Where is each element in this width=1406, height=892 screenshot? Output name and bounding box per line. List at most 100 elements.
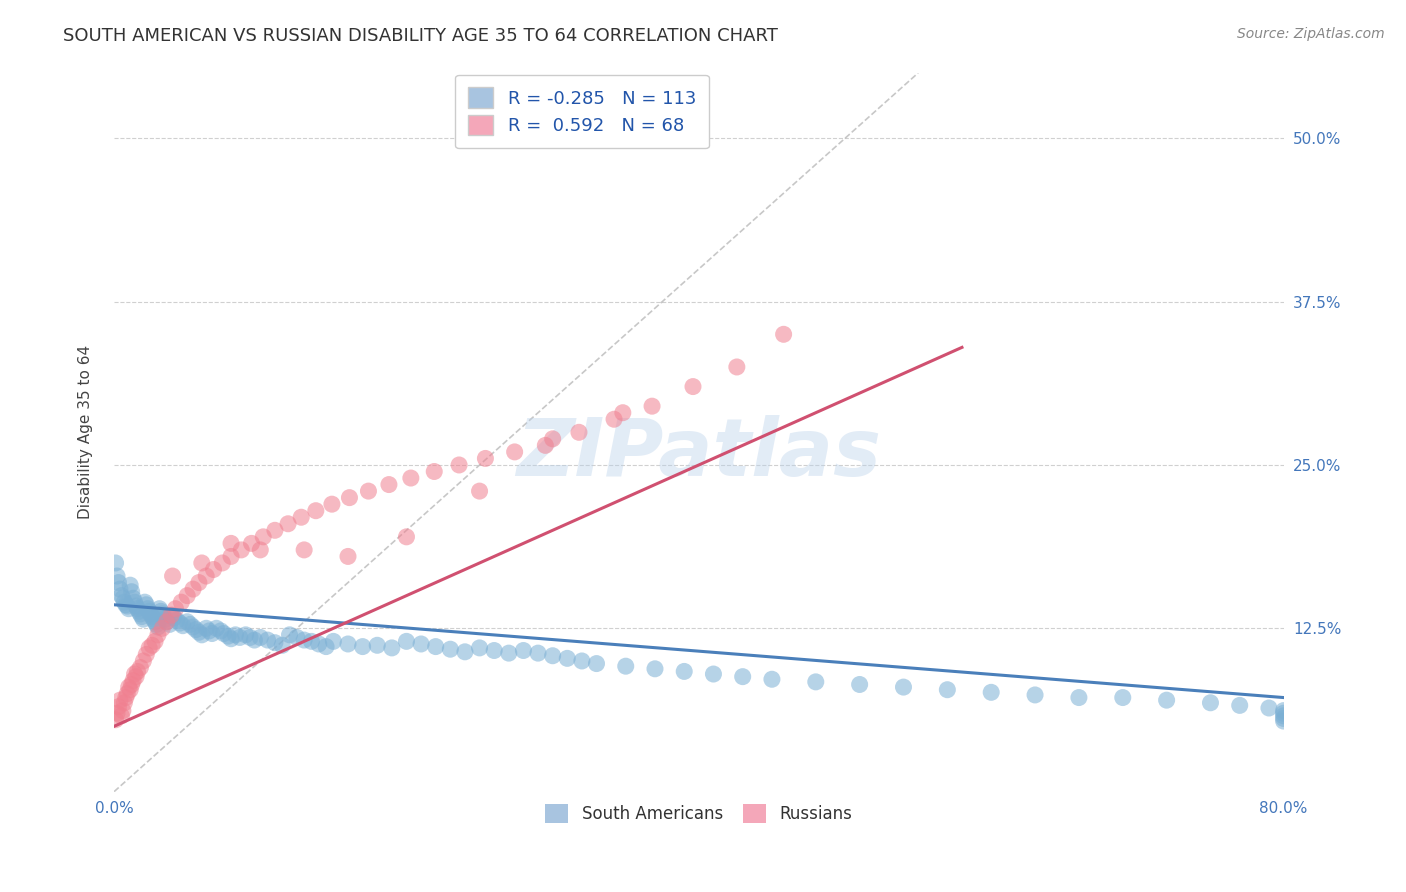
Point bbox=[108, 582, 131, 596]
Point bbox=[292, 633, 315, 648]
Text: SOUTH AMERICAN VS RUSSIAN DISABILITY AGE 35 TO 64 CORRELATION CHART: SOUTH AMERICAN VS RUSSIAN DISABILITY AGE… bbox=[63, 27, 778, 45]
Point bbox=[641, 399, 664, 413]
Point bbox=[132, 654, 155, 668]
Legend: South Americans, Russians: South Americans, Russians bbox=[538, 797, 859, 830]
Point bbox=[110, 589, 132, 603]
Point bbox=[308, 637, 330, 651]
Point bbox=[290, 510, 312, 524]
Point bbox=[772, 327, 794, 342]
Point bbox=[163, 611, 186, 625]
Point bbox=[503, 445, 526, 459]
Point bbox=[121, 584, 143, 599]
Point bbox=[1199, 696, 1222, 710]
Point bbox=[138, 640, 160, 655]
Point bbox=[120, 578, 142, 592]
Point bbox=[219, 632, 242, 646]
Point bbox=[231, 542, 253, 557]
Point bbox=[1229, 698, 1251, 713]
Point bbox=[122, 673, 145, 688]
Point bbox=[104, 556, 127, 570]
Point bbox=[527, 646, 550, 660]
Point bbox=[124, 595, 146, 609]
Point bbox=[212, 626, 235, 640]
Point bbox=[285, 631, 308, 645]
Point bbox=[127, 601, 149, 615]
Point bbox=[139, 607, 162, 621]
Point bbox=[117, 599, 139, 613]
Point bbox=[731, 670, 754, 684]
Point bbox=[107, 575, 129, 590]
Point bbox=[134, 595, 156, 609]
Point bbox=[256, 633, 278, 648]
Point bbox=[108, 693, 131, 707]
Point bbox=[409, 637, 432, 651]
Point bbox=[612, 406, 634, 420]
Point bbox=[105, 569, 128, 583]
Point bbox=[143, 615, 166, 629]
Point bbox=[219, 549, 242, 564]
Point bbox=[454, 645, 477, 659]
Point bbox=[219, 536, 242, 550]
Point bbox=[399, 471, 422, 485]
Point bbox=[143, 634, 166, 648]
Point bbox=[112, 696, 135, 710]
Point bbox=[243, 633, 266, 648]
Point bbox=[105, 706, 128, 721]
Point bbox=[146, 628, 169, 642]
Point bbox=[474, 451, 496, 466]
Point bbox=[129, 660, 152, 674]
Text: Source: ZipAtlas.com: Source: ZipAtlas.com bbox=[1237, 27, 1385, 41]
Point bbox=[229, 631, 252, 645]
Point bbox=[980, 685, 1002, 699]
Point bbox=[211, 556, 233, 570]
Point bbox=[541, 432, 564, 446]
Point bbox=[468, 484, 491, 499]
Point bbox=[366, 638, 388, 652]
Point bbox=[118, 601, 141, 615]
Point bbox=[114, 690, 136, 705]
Point bbox=[682, 379, 704, 393]
Text: ZIPatlas: ZIPatlas bbox=[516, 415, 882, 493]
Point bbox=[240, 536, 263, 550]
Point bbox=[111, 704, 134, 718]
Point bbox=[146, 620, 169, 634]
Point bbox=[179, 617, 201, 632]
Point bbox=[136, 601, 159, 615]
Point bbox=[893, 680, 915, 694]
Point bbox=[644, 662, 666, 676]
Point bbox=[482, 643, 505, 657]
Point bbox=[249, 542, 271, 557]
Point bbox=[176, 615, 198, 629]
Point bbox=[498, 646, 520, 660]
Point bbox=[357, 484, 380, 499]
Point bbox=[337, 637, 360, 651]
Point bbox=[155, 612, 177, 626]
Point bbox=[534, 438, 557, 452]
Point bbox=[702, 667, 724, 681]
Point bbox=[1112, 690, 1135, 705]
Point bbox=[148, 601, 170, 615]
Point bbox=[131, 609, 153, 624]
Point bbox=[239, 631, 262, 645]
Point bbox=[121, 677, 143, 691]
Point bbox=[127, 665, 149, 679]
Point bbox=[568, 425, 591, 440]
Point bbox=[395, 530, 418, 544]
Point bbox=[195, 621, 218, 635]
Point bbox=[1272, 711, 1295, 725]
Point bbox=[117, 687, 139, 701]
Point bbox=[162, 608, 184, 623]
Point bbox=[603, 412, 626, 426]
Point bbox=[761, 673, 783, 687]
Point bbox=[205, 621, 228, 635]
Point bbox=[1272, 706, 1295, 721]
Point bbox=[135, 648, 157, 662]
Point bbox=[141, 609, 163, 624]
Point bbox=[423, 465, 446, 479]
Point bbox=[315, 640, 337, 654]
Point bbox=[352, 640, 374, 654]
Point bbox=[449, 458, 471, 472]
Point bbox=[184, 623, 207, 637]
Point bbox=[1272, 714, 1295, 728]
Point bbox=[541, 648, 564, 663]
